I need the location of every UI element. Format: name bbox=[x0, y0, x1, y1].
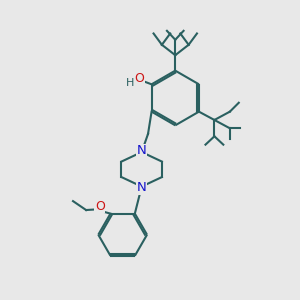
Text: O: O bbox=[95, 200, 105, 213]
Text: N: N bbox=[137, 144, 147, 158]
Text: N: N bbox=[137, 181, 147, 194]
Text: O: O bbox=[134, 73, 144, 85]
Text: H: H bbox=[126, 78, 134, 88]
